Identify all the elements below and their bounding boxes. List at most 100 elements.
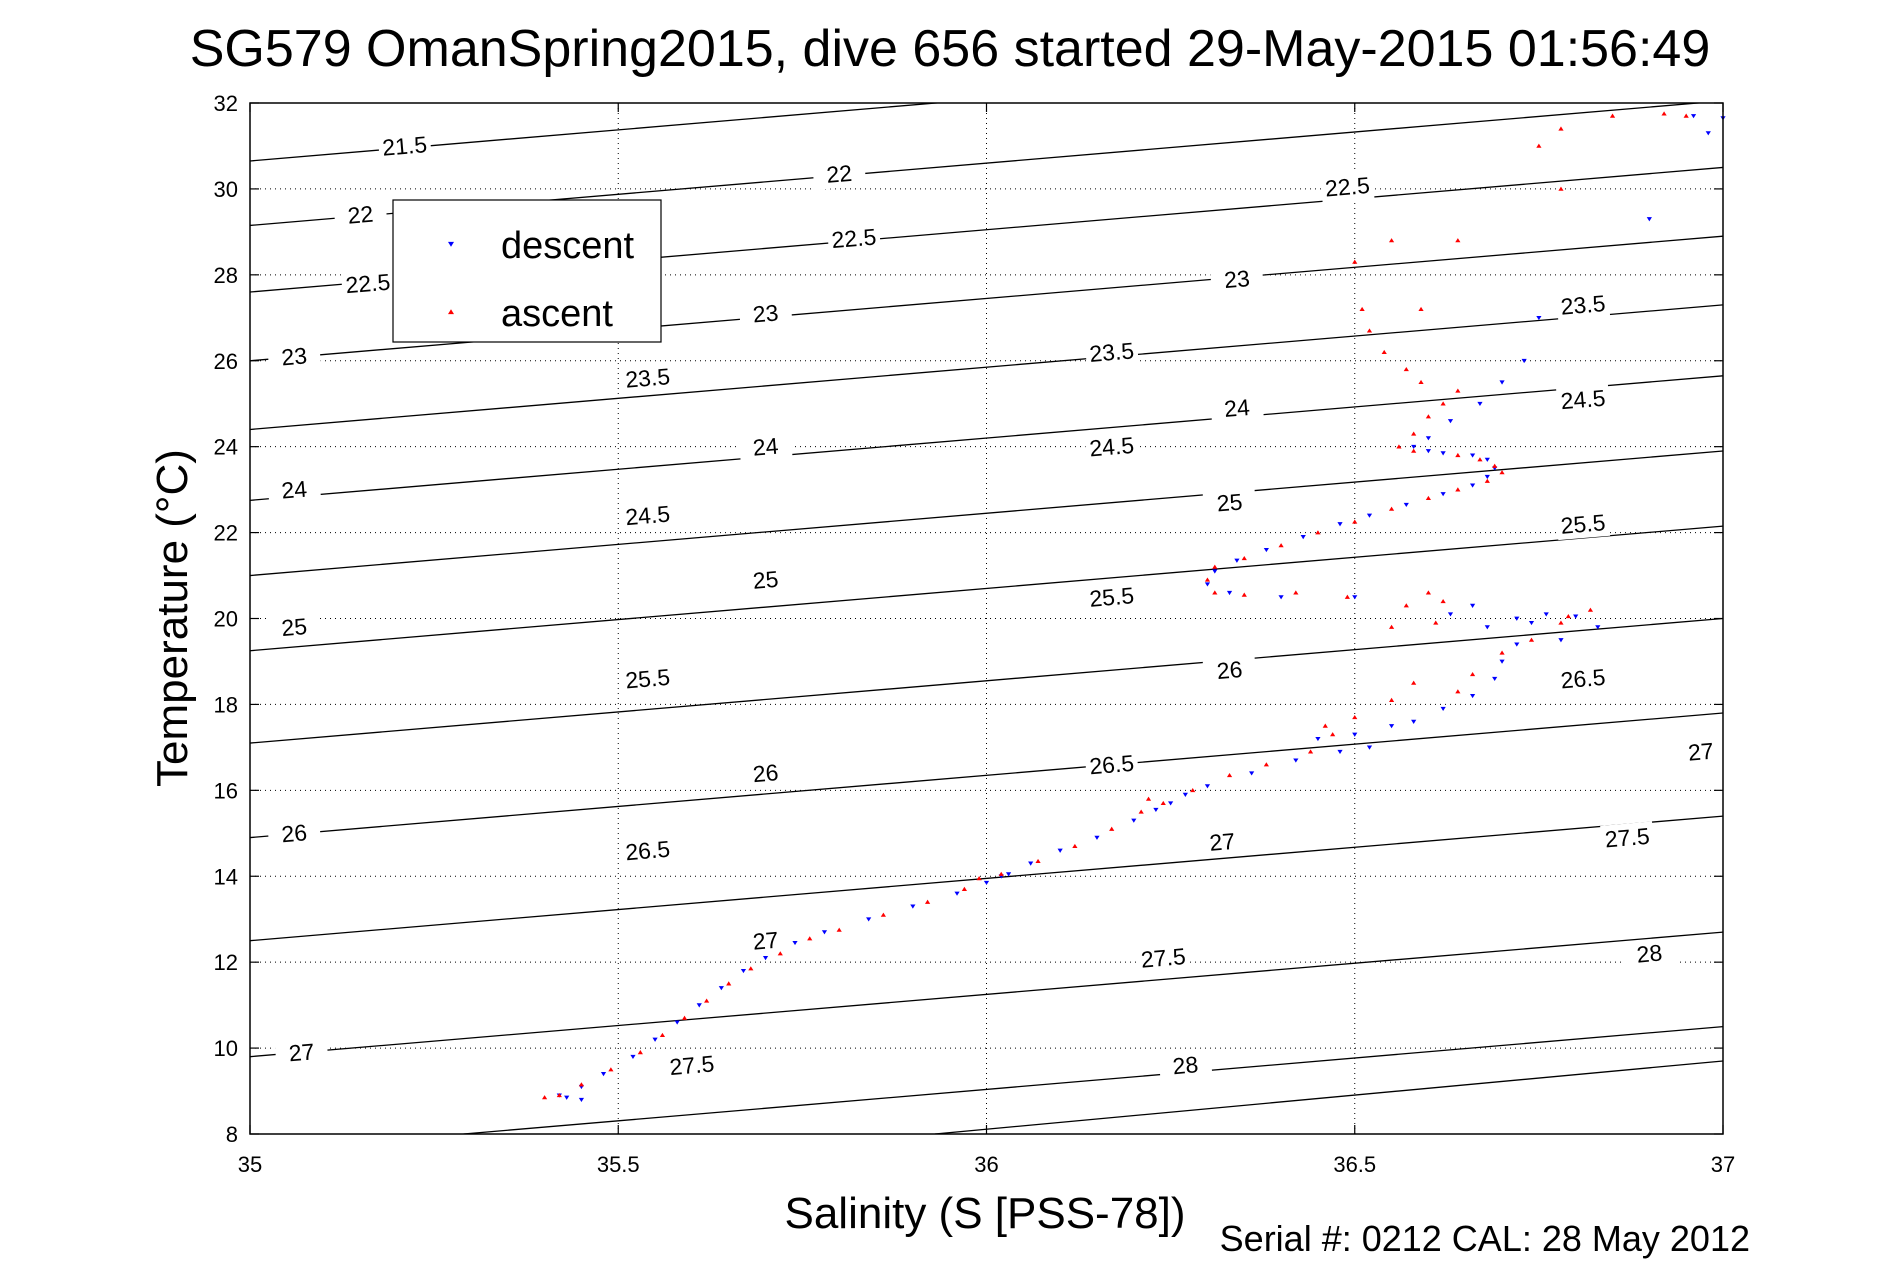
descent-point bbox=[1226, 590, 1233, 596]
descent-point bbox=[1293, 758, 1299, 763]
contour-label-bg bbox=[1555, 383, 1611, 416]
ascent-point bbox=[1433, 620, 1439, 625]
contour-label: 24 bbox=[1223, 394, 1251, 422]
y-tick-label: 20 bbox=[214, 607, 238, 632]
ascent-point bbox=[1455, 487, 1461, 492]
ascent-point bbox=[1072, 843, 1078, 848]
legend: descent ascent bbox=[392, 199, 662, 343]
ascent-point bbox=[1322, 723, 1328, 728]
descent-point bbox=[1469, 483, 1476, 488]
y-axis-label: Temperature (°C) bbox=[148, 449, 197, 787]
contour-label-bg bbox=[1202, 486, 1257, 519]
contour-label: 22.5 bbox=[344, 269, 391, 299]
ascent-point bbox=[1499, 470, 1505, 475]
contour-label: 22 bbox=[825, 160, 853, 188]
serial-footer: Serial #: 0212 CAL: 28 May 2012 bbox=[1220, 1218, 1750, 1259]
contour-label-bg bbox=[738, 757, 793, 790]
legend-descent-symbol bbox=[448, 241, 454, 247]
contour-label-bg bbox=[1209, 262, 1264, 296]
ascent-point bbox=[1241, 592, 1247, 597]
ascent-point bbox=[1528, 637, 1535, 642]
legend-label-descent: descent bbox=[501, 225, 635, 267]
descent-point bbox=[1204, 784, 1211, 789]
ascent-point bbox=[1388, 697, 1395, 702]
descent-point bbox=[866, 917, 872, 922]
descent-point bbox=[1425, 449, 1431, 454]
data-series bbox=[542, 111, 1726, 1102]
ascent-point bbox=[704, 998, 710, 1003]
ascent-point bbox=[1307, 749, 1314, 754]
descent-point bbox=[1057, 848, 1063, 853]
descent-point bbox=[821, 930, 828, 935]
contour-label: 25 bbox=[752, 566, 780, 594]
ascent-point bbox=[1455, 388, 1461, 393]
contour-label: 27.5 bbox=[1140, 943, 1187, 973]
contour-label: 24 bbox=[280, 476, 308, 504]
contour-label: 27.5 bbox=[1604, 823, 1651, 853]
descent-point bbox=[652, 1037, 658, 1042]
descent-point bbox=[1352, 732, 1358, 737]
ascent-point bbox=[1558, 126, 1564, 131]
ascent-point bbox=[1293, 590, 1299, 595]
y-tick-label: 10 bbox=[214, 1036, 238, 1061]
ascent-point bbox=[1558, 186, 1564, 191]
ascent-point bbox=[1138, 809, 1144, 814]
density-contour-line bbox=[250, 617, 1723, 744]
descent-point bbox=[1558, 638, 1564, 643]
y-tick-label: 26 bbox=[214, 349, 238, 374]
density-contour-line bbox=[250, 375, 1723, 502]
ascent-point bbox=[880, 912, 886, 917]
descent-point bbox=[1440, 451, 1446, 456]
contour-label: 24.5 bbox=[1560, 385, 1607, 415]
y-tick-label: 32 bbox=[214, 91, 238, 116]
axis-ticks: 35 35.5 36 36.5 37 8 10 12 14 16 18 20 22 24 26 28 30 32 bbox=[214, 91, 1736, 1177]
ascent-point bbox=[1359, 306, 1365, 312]
ascent-point bbox=[1418, 379, 1424, 385]
y-tick-label: 8 bbox=[226, 1122, 238, 1147]
descent-point bbox=[910, 904, 916, 909]
ascent-point bbox=[1425, 414, 1431, 419]
ascent-point bbox=[1440, 401, 1446, 406]
descent-point bbox=[1477, 401, 1483, 407]
descent-point bbox=[1484, 625, 1490, 630]
contour-label: 25.5 bbox=[624, 664, 671, 694]
contour-label: 28 bbox=[1635, 939, 1663, 967]
ascent-point bbox=[1366, 328, 1373, 333]
descent-point bbox=[1337, 522, 1343, 527]
contour-label: 26 bbox=[280, 819, 308, 847]
contour-label: 26.5 bbox=[624, 836, 671, 866]
contour-label-bg bbox=[620, 834, 675, 867]
descent-point bbox=[1514, 616, 1520, 621]
descent-point bbox=[1469, 694, 1476, 699]
ascent-point bbox=[1455, 689, 1461, 694]
descent-point bbox=[1204, 582, 1211, 587]
contour-label: 23 bbox=[752, 299, 780, 327]
ascent-point bbox=[578, 1082, 585, 1087]
contour-label: 26 bbox=[1216, 656, 1244, 684]
y-tick-label: 30 bbox=[214, 177, 238, 202]
ascent-point bbox=[961, 886, 968, 891]
descent-point bbox=[1153, 807, 1159, 813]
ascent-point bbox=[659, 1032, 666, 1038]
ascent-point bbox=[1477, 457, 1483, 462]
contour-label-bg bbox=[1555, 507, 1611, 541]
ascent-point bbox=[924, 899, 931, 904]
ascent-point bbox=[777, 951, 783, 956]
ascent-point bbox=[1381, 349, 1387, 354]
x-tick-label: 35.5 bbox=[597, 1152, 640, 1177]
descent-point bbox=[1234, 558, 1240, 563]
descent-point bbox=[1499, 659, 1505, 664]
contour-label-bg bbox=[267, 473, 322, 506]
contour-label-bg bbox=[620, 361, 675, 395]
contour-label: 24 bbox=[752, 433, 780, 461]
ascent-point bbox=[1499, 650, 1505, 655]
descent-point bbox=[1705, 131, 1711, 136]
ascent-point bbox=[1403, 367, 1409, 372]
contour-label: 27 bbox=[288, 1038, 316, 1066]
ascent-point bbox=[1263, 762, 1269, 767]
descent-point bbox=[1352, 595, 1358, 600]
ascent-point bbox=[1587, 607, 1594, 612]
chart-title: SG579 OmanSpring2015, dive 656 started 2… bbox=[190, 20, 1711, 78]
ascent-point bbox=[1352, 714, 1358, 720]
